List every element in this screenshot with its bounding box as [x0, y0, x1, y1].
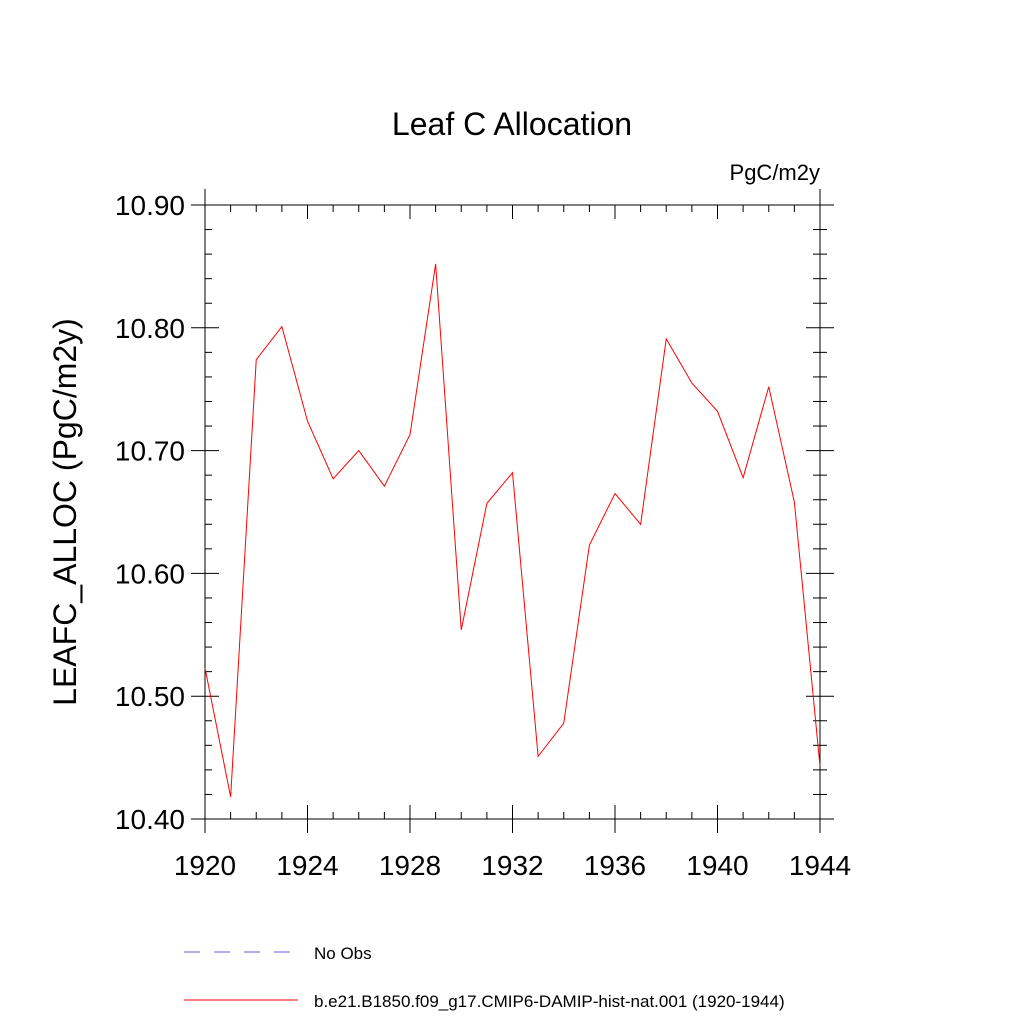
x-tick-label: 1920 [174, 850, 236, 881]
y-tick-label: 10.60 [115, 558, 185, 589]
legend-label: No Obs [314, 944, 372, 963]
axes: 1920 1924 1928 1932 1936 1940 1944 10.40 10.50 10… [115, 189, 851, 881]
y-axis-label: LEAFC_ALLOC (PgC/m2y) [47, 318, 83, 706]
x-tick-label: 1924 [276, 850, 338, 881]
y-tick-label: 10.40 [115, 804, 185, 835]
y-tick-label: 10.90 [115, 190, 185, 221]
units-label: PgC/m2y [730, 160, 820, 185]
series-layer [204, 263, 821, 797]
y-tick-label: 10.50 [115, 681, 185, 712]
x-tick-label: 1940 [686, 850, 748, 881]
x-tick-label: 1932 [481, 850, 543, 881]
y-tick-label: 10.70 [115, 436, 185, 467]
chart-title: Leaf C Allocation [392, 106, 632, 142]
y-tick-label: 10.80 [115, 313, 185, 344]
x-tick-label: 1928 [379, 850, 441, 881]
legend-label: b.e21.B1850.f09_g17.CMIP6-DAMIP-hist-nat… [314, 992, 785, 1011]
x-tick-label: 1944 [789, 850, 851, 881]
series-line-1 [204, 263, 821, 797]
x-tick-label: 1936 [584, 850, 646, 881]
legend: No Obs b.e21.B1850.f09_g17.CMIP6-DAMIP-hi… [184, 944, 785, 1011]
